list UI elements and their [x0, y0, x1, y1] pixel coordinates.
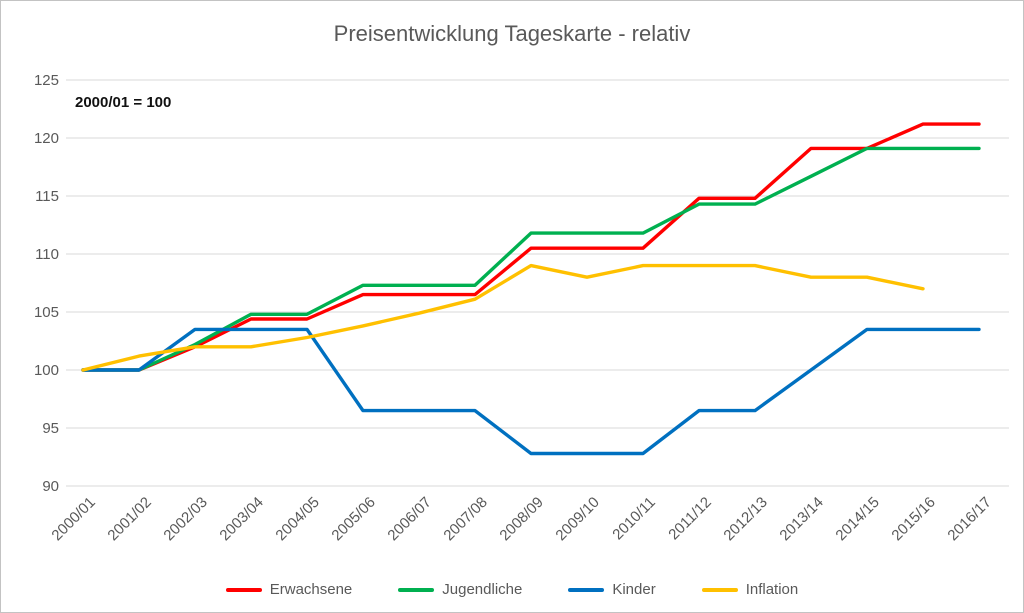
- x-axis-label-2010/11: 2010/11: [609, 494, 659, 544]
- series-line-jugendliche: [81, 146, 981, 372]
- x-axis-label-2000/01: 2000/01: [48, 494, 98, 544]
- x-axis-label-2013/14: 2013/14: [776, 494, 826, 544]
- legend-label-kinder: Kinder: [612, 581, 656, 598]
- series-line-inflation: [81, 263, 925, 372]
- y-axis-label-105: 105: [34, 304, 59, 321]
- x-axis-label-2012/13: 2012/13: [720, 494, 770, 544]
- x-axis-label-2003/04: 2003/04: [216, 494, 266, 544]
- y-axis-label-115: 115: [35, 188, 59, 205]
- y-axis-label-110: 110: [35, 246, 59, 263]
- x-axis-label-2009/10: 2009/10: [552, 494, 602, 544]
- x-axis-label-2014/15: 2014/15: [832, 494, 882, 544]
- legend-label-jugendliche: Jugendliche: [442, 581, 523, 598]
- series-line-kinder: [81, 327, 981, 456]
- legend-item-erwachsene: Erwachsene: [225, 581, 353, 598]
- x-axis-label-2015/16: 2015/16: [888, 494, 938, 544]
- legend-swatch-kinder: [568, 587, 605, 592]
- legend: Erwachsene Jugendliche Kinder Inflation: [1, 581, 1023, 598]
- x-axis-label-2001/02: 2001/02: [104, 494, 154, 544]
- x-axis-label-2005/06: 2005/06: [328, 494, 378, 544]
- legend-label-inflation: Inflation: [745, 581, 799, 598]
- x-axis-label-2004/05: 2004/05: [272, 494, 322, 544]
- legend-swatch-jugendliche: [398, 587, 435, 592]
- legend-item-inflation: Inflation: [701, 581, 799, 598]
- base-year-annotation: 2000/01 = 100: [75, 94, 172, 111]
- legend-swatch-inflation: [701, 587, 738, 592]
- x-axis-label-2002/03: 2002/03: [160, 494, 210, 544]
- y-axis-label-90: 90: [42, 478, 59, 495]
- x-axis-label-2006/07: 2006/07: [384, 494, 434, 544]
- legend-swatch-erwachsene: [225, 587, 262, 592]
- legend-label-erwachsene: Erwachsene: [269, 581, 353, 598]
- x-axis-label-2008/09: 2008/09: [496, 494, 546, 544]
- x-axis-label-2007/08: 2007/08: [440, 494, 490, 544]
- legend-item-kinder: Kinder: [568, 581, 656, 598]
- chart-title: Preisentwicklung Tageskarte - relativ: [333, 21, 691, 46]
- x-axis-label-2016/17: 2016/17: [944, 494, 994, 544]
- y-axis-label-125: 125: [34, 72, 59, 89]
- y-axis-label-100: 100: [34, 362, 59, 379]
- legend-item-jugendliche: Jugendliche: [398, 581, 522, 598]
- x-axis-label-2011/12: 2011/12: [665, 494, 715, 544]
- y-axis-label-95: 95: [42, 420, 59, 437]
- y-axis-label-120: 120: [34, 130, 59, 147]
